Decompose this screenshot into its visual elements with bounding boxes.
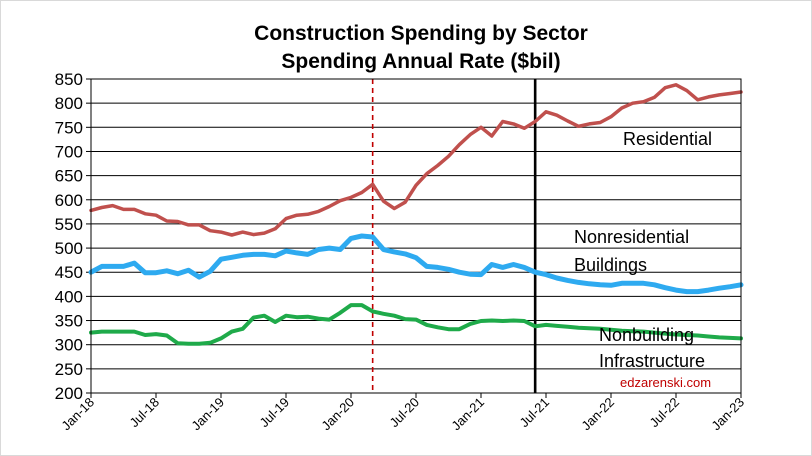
y-tick-label: 650	[55, 167, 83, 186]
x-tick-label: Jul-18	[126, 395, 162, 431]
y-tick-label: 750	[55, 118, 83, 137]
x-tick-label: Jan-22	[578, 395, 617, 434]
y-tick-label: 550	[55, 215, 83, 234]
annotation-nonresidential: Nonresidential	[574, 227, 689, 247]
credit-text: edzarenski.com	[620, 375, 711, 390]
y-tick-label: 450	[55, 263, 83, 282]
chart-title: Construction Spending by Sector	[254, 22, 588, 45]
series-line-nonbuilding-infrastructure	[89, 303, 743, 346]
annotation-buildings: Buildings	[574, 255, 647, 275]
y-tick-label: 500	[55, 239, 83, 258]
series-lines	[88, 83, 744, 346]
plot-area-border	[90, 78, 742, 394]
x-tick-label: Jul-20	[386, 395, 422, 431]
reference-lines	[371, 79, 537, 393]
x-tick-label: Jan-23	[708, 395, 747, 434]
y-axis-ticks: 200 250 300 350 400 450 500 550 600 650 700 750 800 8…	[55, 70, 91, 403]
x-tick-label: Jul-21	[516, 395, 552, 431]
y-tick-label: 850	[55, 70, 83, 89]
chart-subtitle: Spending Annual Rate ($bil)	[281, 50, 560, 73]
series-line-nonresidential-buildings	[88, 233, 744, 295]
y-tick-label: 400	[55, 287, 83, 306]
annotation-infrastructure: Infrastructure	[599, 351, 705, 371]
y-tick-label: 200	[55, 384, 83, 403]
series-line-residential	[89, 83, 743, 237]
y-tick-label: 350	[55, 312, 83, 331]
x-axis-ticks: Jan-18 Jul-18 Jan-19 Jul-19 Jan-20 Jul-20 Jan-…	[58, 393, 747, 433]
x-tick-label: Jul-19	[256, 395, 292, 431]
y-tick-label: 250	[55, 360, 83, 379]
annotation-nonbuilding: Nonbuilding	[599, 325, 694, 345]
x-tick-label: Jan-21	[448, 395, 487, 434]
annotation-residential: Residential	[623, 129, 712, 149]
y-tick-label: 600	[55, 191, 83, 210]
x-tick-label: Jan-19	[188, 395, 227, 434]
y-tick-label: 700	[55, 142, 83, 161]
x-tick-label: Jul-22	[646, 395, 682, 431]
x-tick-label: Jan-20	[318, 395, 357, 434]
y-tick-label: 300	[55, 336, 83, 355]
y-tick-label: 800	[55, 94, 83, 113]
